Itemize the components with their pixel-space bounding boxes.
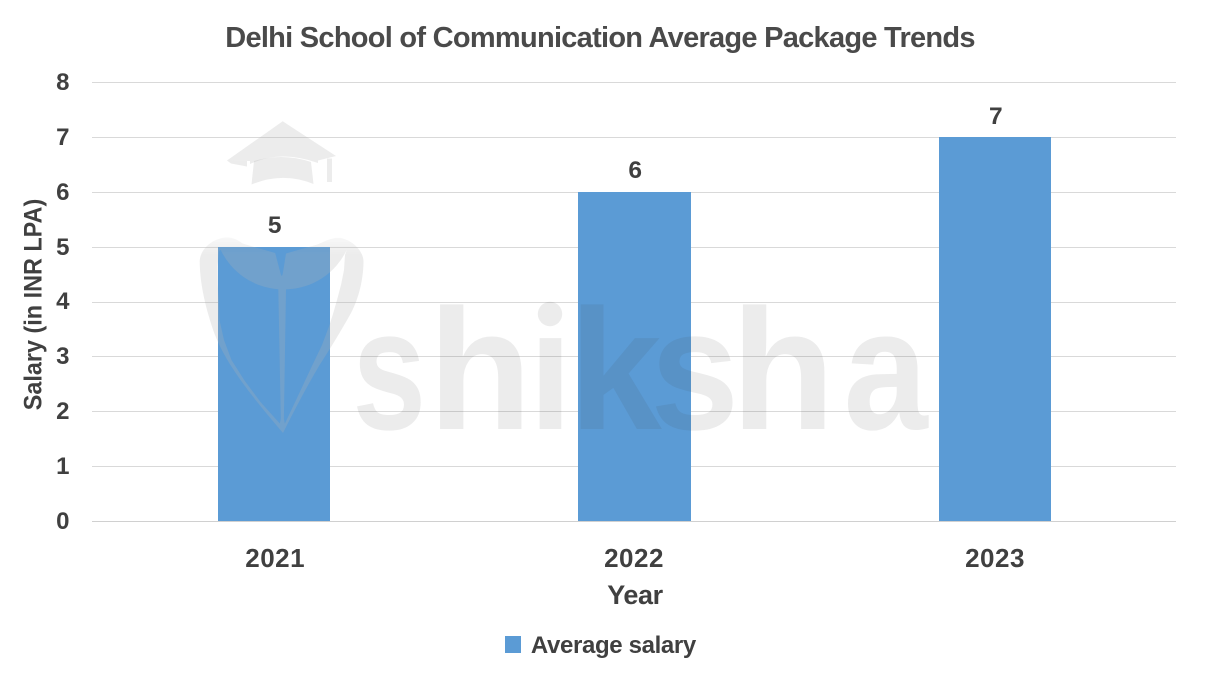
svg-text:h: h xyxy=(731,274,835,466)
svg-text:s: s xyxy=(352,274,426,466)
svg-text:ı: ı xyxy=(529,274,573,466)
svg-text:s: s xyxy=(650,274,739,466)
svg-text:a: a xyxy=(844,274,929,466)
svg-text:h: h xyxy=(428,274,532,466)
svg-text:k: k xyxy=(569,274,662,466)
